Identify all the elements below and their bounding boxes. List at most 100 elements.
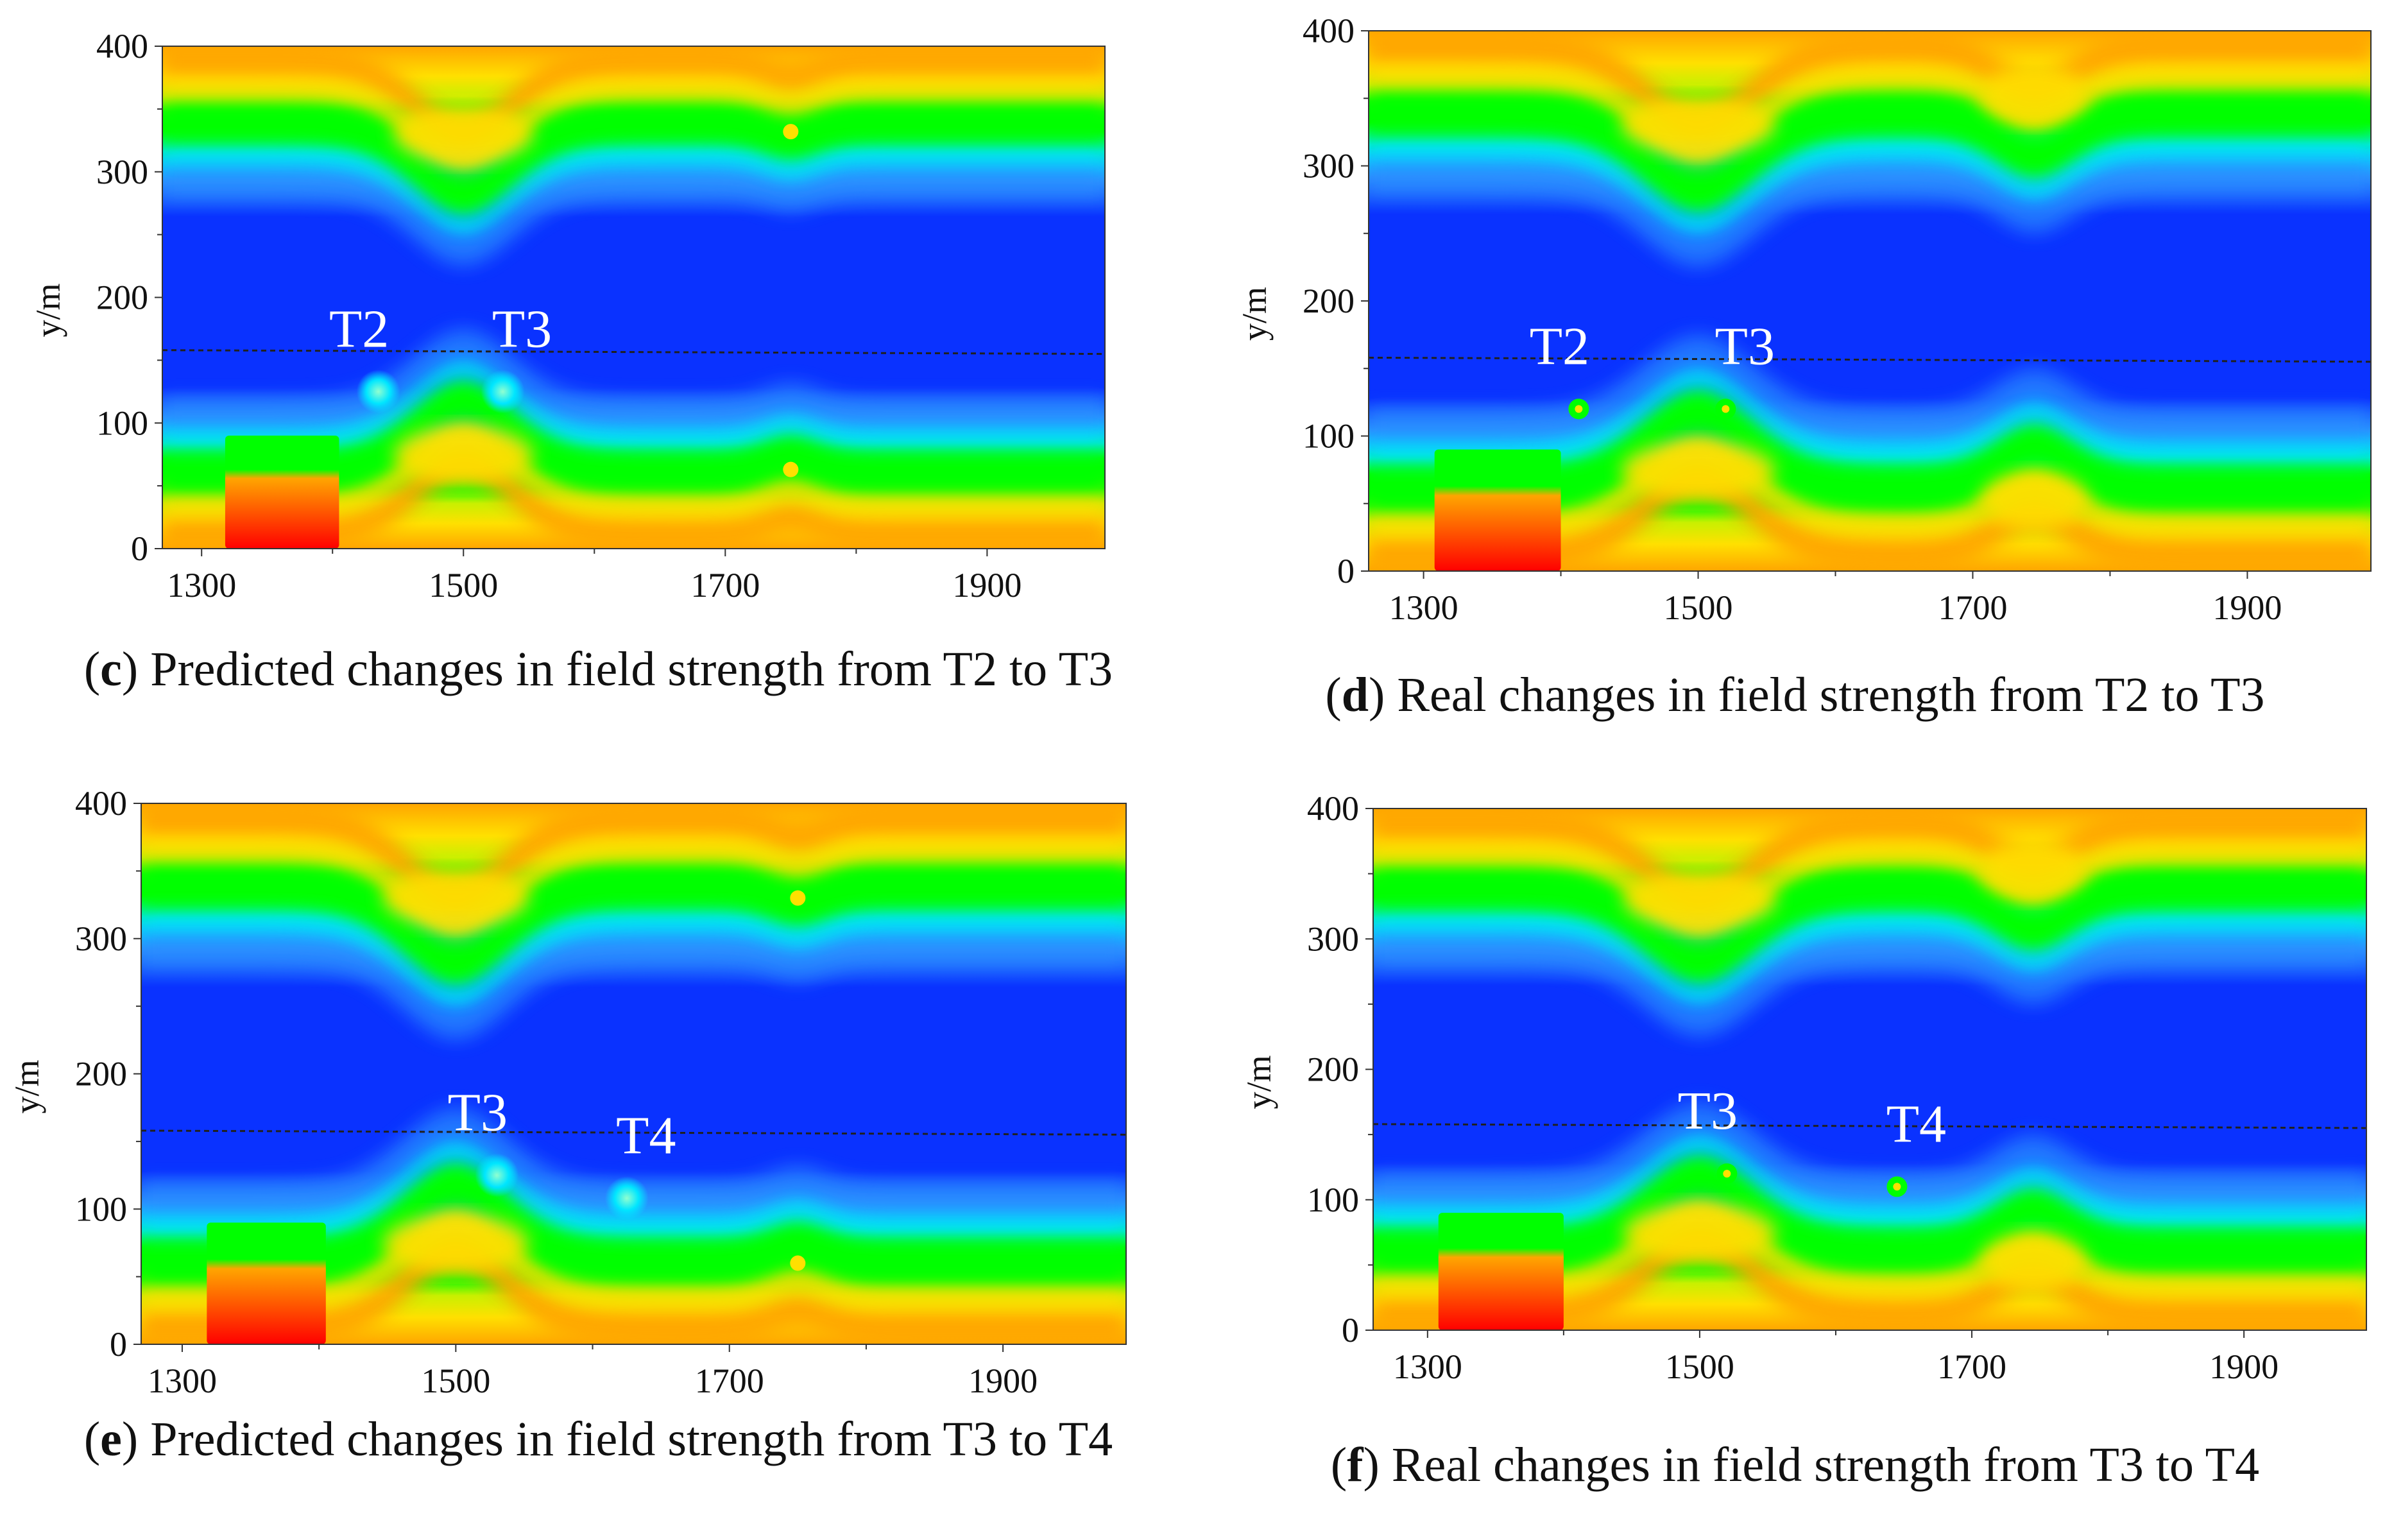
y-tick-label-f-1: 100 [1307,1181,1359,1219]
y-axis-label-c: y/m [29,283,67,337]
point-label-t3-e: T3 [448,1083,508,1143]
point-marker-t2-c [356,370,400,414]
upper-band-d [1369,31,2371,143]
upper-band-e [141,837,1126,943]
upper-bump-core-e [382,868,529,927]
lower-band-c [162,419,1105,518]
x-tick-label-d-0: 1300 [1389,588,1458,627]
caption-e: (e) Predicted changes in field strength … [83,1412,1113,1466]
panel-f: T3 T4 0 100 200 300 400 1300 1500 1700 1900 y/m (f)… [1197,770,2393,1540]
lower-bump-core-f [1979,1233,2087,1292]
upper-bump-core-d [1621,96,1775,154]
upper-bump-core-c [393,105,533,163]
y-tick-label-c-1: 100 [96,404,148,442]
y-tick-label-c-2: 200 [96,278,148,317]
point-label-t4-e: T4 [616,1106,676,1165]
lower-bump-core-d [1621,441,1775,500]
point-marker-t3-e [475,1153,519,1197]
upper-bump-core-f [1979,841,2087,899]
field-features-d [1369,31,2371,571]
point-marker-t3-c [481,370,525,414]
field-dot-e-0 [790,1255,806,1271]
upper-band-f [1373,841,2366,943]
heatmap-chart-e: T3 T4 0 100 200 300 400 1300 1500 1700 1900 y/m [8,784,1127,1400]
y-tick-label-e-1: 100 [75,1190,127,1228]
lower-bump-core-d [1980,472,2089,530]
y-tick-label-f-0: 0 [1342,1311,1359,1349]
y-axis-label-d: y/m [1235,287,1274,341]
panel-c: T2 T3 0 100 200 300 400 1300 1500 1700 1900 y/m (c)… [0,0,1197,770]
x-tick-label-e-0: 1300 [148,1362,217,1400]
source-block-f [1438,1213,1564,1330]
y-axis-label-e: y/m [8,1059,46,1113]
lower-band-f [1373,1195,2366,1298]
y-tick-label-e-3: 300 [75,920,127,958]
lower-band-c [162,329,1105,429]
lower-band-f [1373,1102,2366,1206]
upper-band-e [141,803,1126,916]
lower-bump-core-c [393,426,533,484]
x-tick-label-c-2: 1700 [690,566,760,604]
panel-e: T3 T4 0 100 200 300 400 1300 1500 1700 1900 y/m (e)… [0,770,1197,1540]
x-tick-label-c-0: 1300 [167,566,236,604]
x-tick-label-d-3: 1900 [2212,588,2282,627]
point-label-t3-d: T3 [1715,316,1775,376]
point-core-t4-f [1893,1183,1901,1191]
y-tick-label-c-0: 0 [131,529,148,568]
lower-band-e [141,1204,1126,1311]
y-tick-label-c-4: 400 [96,27,148,65]
y-tick-label-e-4: 400 [75,784,127,823]
upper-band-c [162,77,1105,176]
boundary-line-f [1372,1123,2367,1129]
y-tick-label-f-2: 200 [1307,1050,1359,1089]
lower-band-c [162,444,1105,549]
heatmap-chart-d: T2 T3 0 100 200 300 400 1300 1500 1700 1900 y/m [1235,12,2372,627]
lower-band-f [1373,1222,2366,1330]
lower-band-d [1369,334,2371,443]
point-label-t2-c: T2 [329,299,389,359]
upper-band-c [162,46,1105,151]
upper-band-c [162,166,1105,266]
field-dot-c-0 [783,461,799,477]
x-tick-label-d-1: 1500 [1664,588,1733,627]
y-axis-label-f: y/m [1240,1055,1278,1109]
lower-band-f [1373,1147,2366,1272]
y-tick-label-d-3: 300 [1303,147,1355,185]
caption-f: (f) Real changes in field strength from … [1330,1438,2260,1492]
field-features-e [141,803,1126,1344]
x-tick-label-c-1: 1500 [429,566,498,604]
x-tick-label-f-2: 1700 [1937,1348,2006,1386]
upper-bump-core-f [1623,870,1776,928]
lower-band-e [141,1232,1126,1344]
point-label-t3-f: T3 [1678,1081,1738,1141]
y-tick-label-d-2: 200 [1303,282,1355,320]
caption-c: (c) Predicted changes in field strength … [83,642,1113,696]
upper-bump-core-d [1980,65,2089,123]
field-dot-c-1 [783,124,799,140]
y-tick-label-f-3: 300 [1307,920,1359,958]
lower-bump-core-e [382,1214,529,1272]
y-tick-label-e-0: 0 [110,1325,127,1364]
x-tick-label-c-3: 1900 [952,566,1022,604]
boundary-line-e [141,1129,1127,1136]
x-tick-label-e-1: 1500 [421,1362,490,1400]
boundary-line-c [162,349,1106,355]
point-marker-t4-e [604,1176,649,1220]
y-tick-label-d-4: 400 [1303,12,1355,50]
y-tick-label-e-2: 200 [75,1055,127,1093]
x-tick-label-e-2: 1700 [695,1362,764,1400]
upper-band-f [1373,809,2366,917]
upper-band-d [1369,159,2371,268]
lower-band-d [1369,432,2371,538]
lower-band-d [1369,459,2371,571]
upper-band-d [1369,64,2371,170]
heatmap-chart-c: T2 T3 0 100 200 300 400 1300 1500 1700 1900 y/m [29,27,1106,604]
lower-band-d [1369,382,2371,511]
field-dot-e-1 [790,890,806,906]
upper-band-f [1373,867,2366,991]
y-tick-label-c-3: 300 [96,153,148,191]
x-tick-label-e-3: 1900 [968,1362,1038,1400]
point-core-t2-d [1575,405,1583,413]
upper-band-e [141,932,1126,1040]
field-features-c [162,46,1105,549]
